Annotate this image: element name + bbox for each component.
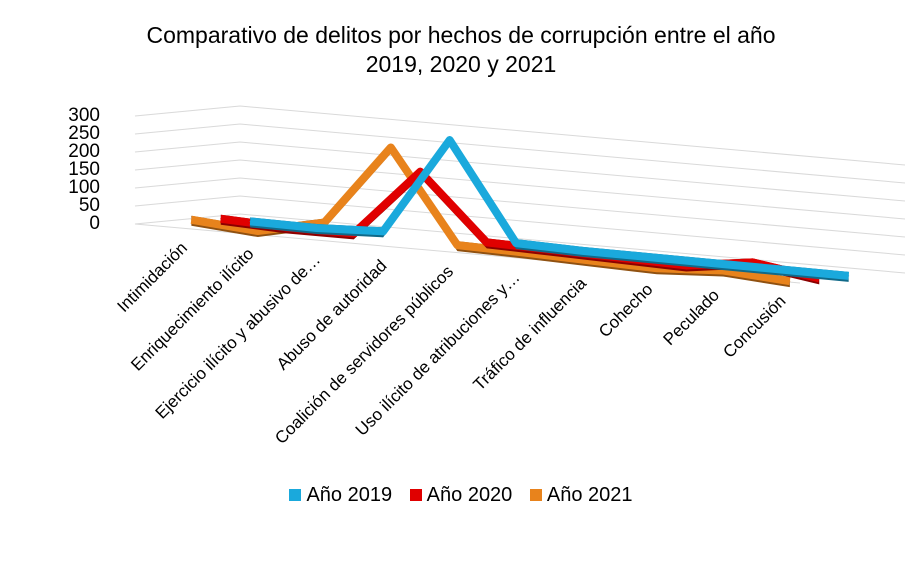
legend-swatch-2021 — [529, 489, 542, 501]
x-tick-label: Peculado — [660, 286, 724, 350]
gridline — [134, 195, 906, 256]
gridline — [134, 159, 906, 220]
legend-swatch-2019 — [289, 489, 302, 501]
legend-label-2021: Año 2021 — [546, 484, 633, 506]
legend-item-2021: Año 2021 — [529, 484, 633, 507]
data-point — [648, 256, 650, 258]
data-point — [789, 280, 791, 282]
data-point — [848, 275, 850, 277]
y-tick-label: 250 — [68, 123, 100, 144]
gridline — [134, 177, 906, 238]
data-point — [582, 250, 584, 252]
y-tick-label: 50 — [79, 195, 100, 216]
data-point — [486, 241, 488, 243]
legend-item-2020: Año 2020 — [409, 484, 513, 507]
data-point — [220, 218, 222, 220]
data-point — [390, 146, 392, 148]
x-tick-label: Cohecho — [595, 280, 657, 342]
data-point — [190, 219, 192, 221]
data-point — [316, 227, 318, 229]
data-point — [515, 242, 517, 244]
legend-swatch-2020 — [409, 489, 422, 501]
y-tick-label: 0 — [89, 213, 100, 234]
series-line — [249, 136, 850, 280]
y-tick-label: 200 — [68, 141, 100, 162]
data-point — [257, 230, 259, 232]
data-point — [249, 220, 251, 222]
legend-item-2019: Año 2019 — [289, 484, 392, 507]
x-tick-label: Concusión — [719, 291, 789, 361]
y-tick-label: 150 — [68, 159, 100, 180]
data-point — [419, 171, 421, 173]
x-tick-label: Enriquecimiento ilícito — [127, 244, 257, 374]
data-point — [456, 244, 458, 246]
gridline — [134, 141, 906, 202]
legend: Año 2019 Año 2020 Año 2021 — [0, 484, 922, 507]
data-point — [715, 262, 717, 264]
data-point — [722, 270, 724, 272]
data-point — [449, 139, 451, 141]
gridline — [134, 123, 906, 184]
data-point — [323, 222, 325, 224]
x-tick-label: Intimidación — [113, 238, 191, 316]
chart-title-line-1: Comparativo de delitos por hechos de cor… — [146, 22, 776, 48]
legend-label-2020: Año 2020 — [426, 484, 513, 506]
data-point — [382, 230, 384, 232]
gridline — [134, 105, 906, 166]
legend-label-2019: Año 2019 — [306, 484, 393, 506]
gridline — [134, 213, 906, 274]
data-point — [752, 261, 754, 263]
y-tick-label: 100 — [68, 177, 100, 198]
data-point — [781, 269, 783, 271]
chart-title-line-2: 2019, 2020 y 2021 — [365, 51, 557, 77]
y-tick-label: 300 — [68, 105, 100, 126]
